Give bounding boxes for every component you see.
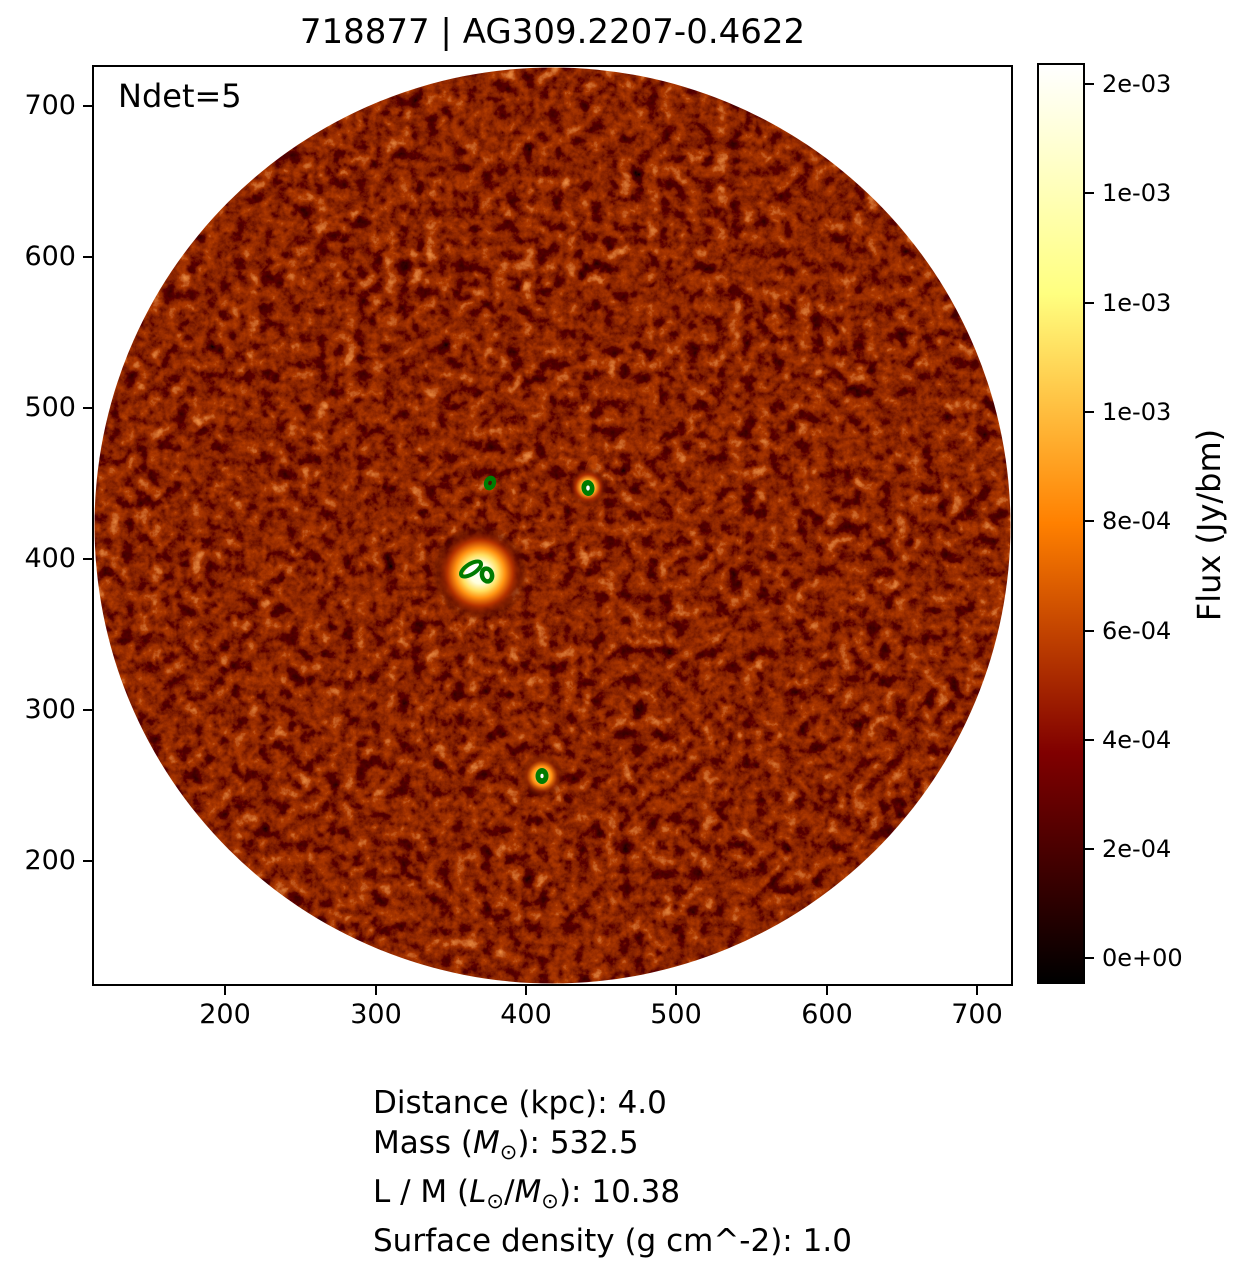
x-tick-mark <box>976 986 978 995</box>
colorbar-tick-mark <box>1085 630 1094 632</box>
colorbar-tick-label: 2e-03 <box>1102 70 1172 98</box>
sun-symbol: ⊙ <box>486 1187 505 1213</box>
detection-marker-3 <box>458 559 484 579</box>
y-tick-mark <box>83 860 92 862</box>
detection-marker-1-core <box>488 480 492 486</box>
colorbar-tick-mark <box>1085 411 1094 413</box>
source-properties-text: Distance (kpc): 4.0 Mass (M⊙): 532.5 L /… <box>373 1083 852 1261</box>
y-tick-mark <box>83 256 92 258</box>
colorbar-tick-mark <box>1085 192 1094 194</box>
colorbar-tick-mark <box>1085 520 1094 522</box>
colorbar-tick-label: 2e-04 <box>1102 835 1172 863</box>
sun-symbol: ⊙ <box>541 1187 559 1213</box>
l-over-m-line: L / M (L⊙/M⊙): 10.38 <box>373 1173 681 1213</box>
y-tick-mark <box>83 407 92 409</box>
y-tick-label: 200 <box>24 845 76 876</box>
sky-map-axes: Ndet=5 <box>92 65 1013 986</box>
colorbar-tick-label: 6e-04 <box>1102 617 1172 645</box>
source-white-core <box>464 563 482 577</box>
x-tick-label: 400 <box>500 999 552 1030</box>
colorbar-tick-label: 4e-04 <box>1102 726 1172 754</box>
y-tick-label: 300 <box>24 694 76 725</box>
x-tick-mark <box>675 986 677 995</box>
distance-line: Distance (kpc): 4.0 <box>373 1085 667 1121</box>
sky-map-image <box>94 67 1011 984</box>
detection-marker-2-core <box>586 485 590 491</box>
colorbar-tick-mark <box>1085 83 1094 85</box>
sky-field-noise <box>94 67 1011 984</box>
colorbar-tick-label: 1e-03 <box>1102 398 1172 426</box>
surface-density-line: Surface density (g cm^-2): 1.0 <box>373 1222 852 1259</box>
colorbar-tick-label: 0e+00 <box>1102 944 1183 972</box>
mass-line: Mass (M⊙): 532.5 <box>373 1125 639 1164</box>
x-tick-mark <box>224 986 226 995</box>
x-tick-label: 700 <box>951 999 1003 1030</box>
x-tick-label: 200 <box>199 999 251 1030</box>
colorbar <box>1037 63 1085 984</box>
y-tick-mark <box>83 558 92 560</box>
figure-title: 718877 | AG309.2207-0.4622 <box>299 12 806 52</box>
x-tick-mark <box>826 986 828 995</box>
y-tick-mark <box>83 709 92 711</box>
colorbar-tick-label: 1e-03 <box>1102 179 1172 207</box>
y-tick-label: 600 <box>24 241 76 272</box>
y-tick-mark <box>83 105 92 107</box>
x-tick-label: 500 <box>650 999 702 1030</box>
x-tick-label: 300 <box>350 999 402 1030</box>
x-tick-mark <box>375 986 377 995</box>
colorbar-tick-mark <box>1085 957 1094 959</box>
colorbar-tick-label: 1e-03 <box>1102 289 1172 317</box>
x-tick-label: 600 <box>801 999 853 1030</box>
y-tick-label: 500 <box>24 392 76 423</box>
colorbar-tick-mark <box>1085 739 1094 741</box>
detection-marker-5-core <box>540 773 544 779</box>
sun-symbol: ⊙ <box>499 1138 518 1164</box>
y-tick-label: 400 <box>24 543 76 574</box>
x-tick-mark <box>525 986 527 995</box>
y-tick-label: 700 <box>24 90 76 121</box>
colorbar-axis-label: Flux (Jy/bm) <box>1190 428 1228 622</box>
colorbar-tick-label: 8e-04 <box>1102 507 1172 535</box>
ndet-annotation: Ndet=5 <box>118 77 242 115</box>
colorbar-tick-mark <box>1085 848 1094 850</box>
colorbar-tick-mark <box>1085 302 1094 304</box>
detection-marker-4 <box>479 566 495 584</box>
